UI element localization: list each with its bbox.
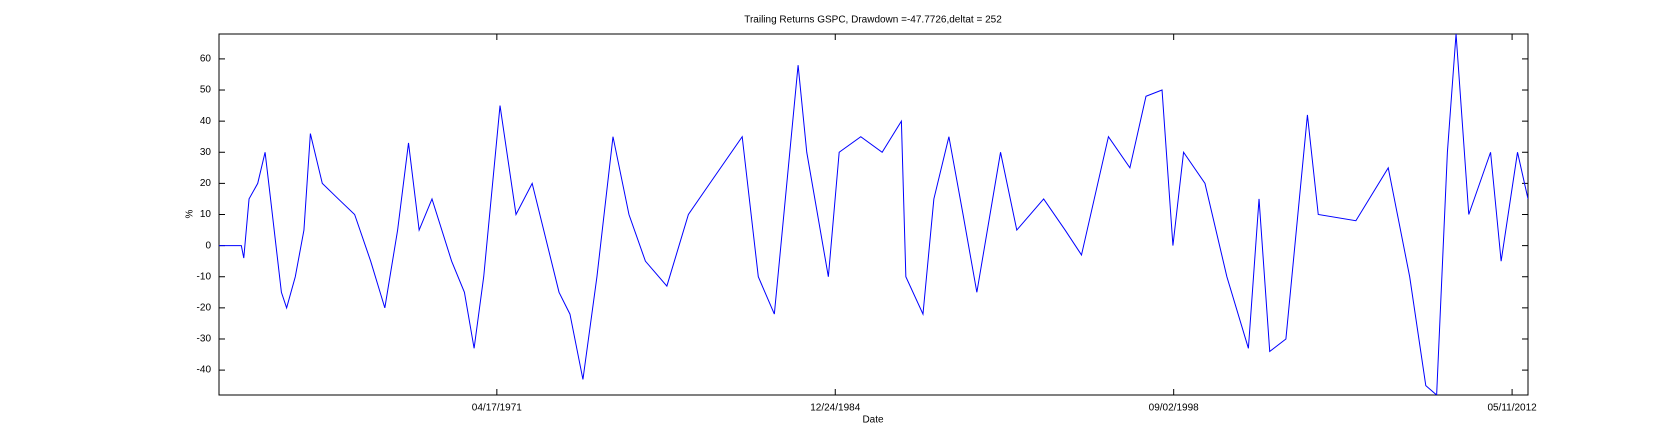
y-axis-label: % xyxy=(185,209,196,218)
y-tick-label: -20 xyxy=(197,303,212,314)
chart-title: Trailing Returns GSPC, Drawdown =-47.772… xyxy=(744,15,1002,26)
y-tick-label: 40 xyxy=(200,116,212,127)
y-tick-label: -30 xyxy=(197,334,212,345)
x-tick-label: 09/02/1998 xyxy=(1149,403,1199,414)
x-tick-label: 04/17/1971 xyxy=(472,403,522,414)
y-tick-label: 0 xyxy=(205,240,211,251)
y-tick-label: -10 xyxy=(197,271,212,282)
y-tick-label: 10 xyxy=(200,209,212,220)
data-line xyxy=(219,34,1528,395)
x-tick-label: 05/11/2012 xyxy=(1487,403,1537,414)
x-axis-label: Date xyxy=(862,415,884,426)
y-tick-label: 60 xyxy=(200,54,212,65)
x-tick-label: 12/24/1984 xyxy=(810,403,860,414)
plot-area xyxy=(218,33,1529,396)
y-tick-label: 20 xyxy=(200,178,212,189)
y-tick-label: -40 xyxy=(197,365,212,376)
y-tick-label: 50 xyxy=(200,85,212,96)
y-tick-label: 30 xyxy=(200,147,212,158)
